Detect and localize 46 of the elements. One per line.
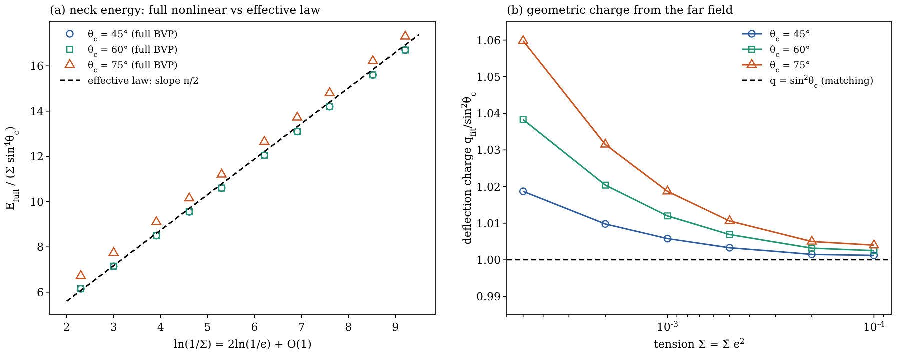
y-tick-label: 6 <box>37 286 44 300</box>
x-tick-label: 5 <box>204 321 212 334</box>
y-tick-label: 8 <box>37 241 44 254</box>
point <box>324 88 335 96</box>
y-tick-label: 1.06 <box>476 34 501 48</box>
y-tick-label: 10 <box>30 196 44 209</box>
point <box>368 55 378 64</box>
y-tick-label: 12 <box>30 150 44 164</box>
point <box>260 136 270 146</box>
y-tick-label: 1.03 <box>476 144 501 158</box>
legend-label: θ$_{c}$ = 45° (full BVP) <box>88 30 178 44</box>
legend-label: θ$_{c}$ = 60° <box>770 45 810 59</box>
legend-label: θ$_{c}$ = 75° (full BVP) <box>88 60 178 74</box>
y-tick-label: 1.01 <box>476 217 501 230</box>
y-tick-label: 14 <box>30 105 44 118</box>
legend-label: θ$_{c}$ = 60° (full BVP) <box>88 45 178 59</box>
chart-title: (a) neck energy: full nonlinear vs effective law <box>50 3 321 17</box>
y-tick-label: 1.05 <box>476 70 501 84</box>
point <box>292 112 303 121</box>
x-tick-label: 9 <box>392 321 400 334</box>
x-tick-label: 4 <box>157 321 164 334</box>
x-tick-label: 2 <box>63 321 70 334</box>
legend-label: θ$_{c}$ = 75° <box>770 60 810 74</box>
point <box>152 216 162 226</box>
x-axis-title: ln(1/Σ) = 2ln(1/ϵ) + O(1) <box>174 338 312 351</box>
x-tick-label: 7 <box>298 321 306 334</box>
legend-label: q = sin$^{2}$θ$_{c}$ (matching) <box>770 74 874 90</box>
point <box>184 192 194 202</box>
y-tick-label: 0.99 <box>476 290 501 304</box>
y-tick-label: 16 <box>30 60 44 74</box>
y-tick-label: 1.04 <box>476 108 501 121</box>
point <box>76 270 86 280</box>
point <box>400 30 411 40</box>
point <box>216 169 227 178</box>
legend-label: effective law: slope π/2 <box>88 76 200 87</box>
x-tick-label: 10$^{-3}$ <box>656 320 679 334</box>
y-tick-label: 1.02 <box>476 180 501 194</box>
point <box>108 247 119 256</box>
legend-label: θ$_{c}$ = 45° <box>770 30 810 44</box>
chart-title: (b) geometric charge from the far field <box>507 3 734 17</box>
x-tick-label: 3 <box>110 321 118 334</box>
x-tick-label: 8 <box>345 321 352 334</box>
y-tick-label: 1.00 <box>476 254 501 268</box>
x-tick-label: 10$^{-4}$ <box>863 320 886 334</box>
x-tick-label: 6 <box>251 321 258 334</box>
x-axis-title: tension Σ = Σ̄ ϵ$^{2}$ <box>654 336 745 351</box>
